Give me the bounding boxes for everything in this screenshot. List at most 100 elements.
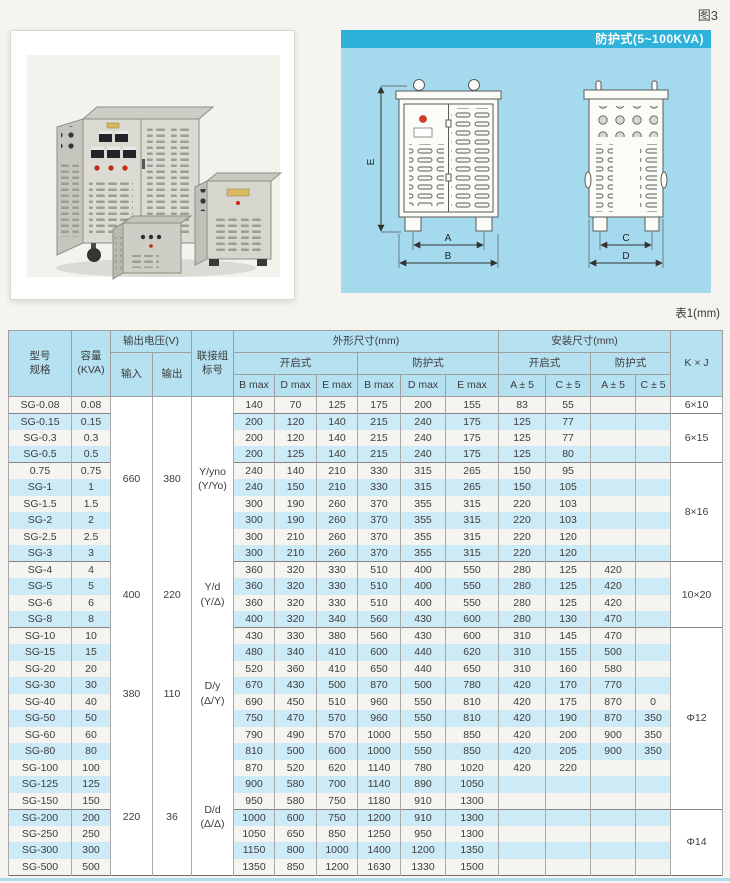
dimension-cell: 300 xyxy=(233,512,275,529)
table-row: SG-5 5 360 320 330 510 400 550 280 125 420 xyxy=(8,578,723,595)
dimension-cell: 210 xyxy=(316,462,358,479)
front-view-drawing: E A B xyxy=(366,79,502,268)
model-cell: 0.75 xyxy=(8,462,72,479)
dimension-cell: 420 xyxy=(498,710,547,727)
dimension-cell: 200 xyxy=(233,412,275,430)
dimension-cell: 620 xyxy=(444,644,500,661)
dimension-cell: 140 xyxy=(316,446,358,463)
header-open-type: 开启式 xyxy=(233,352,358,375)
capacity-cell: 0.3 xyxy=(71,429,111,446)
model-cell: SG-4 xyxy=(8,561,72,578)
capacity-cell: 0.75 xyxy=(71,462,111,479)
table-row: SG-20 20 520 360 410 650 440 650 310 160 580 xyxy=(8,660,723,677)
dimension-cell: 850 xyxy=(274,858,317,875)
dimension-cell: 240 xyxy=(400,429,446,446)
dimension-cell: 790 xyxy=(233,726,275,743)
dimension-cell: 470 xyxy=(590,627,637,644)
input-voltage-cell: 380 xyxy=(110,627,153,760)
dimension-cell: 550 xyxy=(400,726,446,743)
dimension-cell: 220 xyxy=(498,545,547,562)
dimension-cell: 1200 xyxy=(357,808,401,826)
dimension-cell: 280 xyxy=(498,561,547,578)
dimension-cell xyxy=(590,446,637,463)
dimension-cell: 600 xyxy=(444,627,500,644)
dimension-cell: 400 xyxy=(400,594,446,611)
dimension-cell: 125 xyxy=(545,578,592,595)
dimension-cell: 600 xyxy=(357,644,401,661)
dimension-cell: 1350 xyxy=(444,842,500,859)
dimension-cell: 890 xyxy=(400,776,446,793)
model-cell: SG-20 xyxy=(8,660,72,677)
dimension-cell: 130 xyxy=(545,611,592,628)
dimension-cell: 103 xyxy=(545,495,592,512)
dimension-cell xyxy=(635,808,672,826)
dimension-cell: 900 xyxy=(590,726,637,743)
dimension-cell xyxy=(635,512,672,529)
dimension-cell: 750 xyxy=(316,792,358,809)
dimension-cell: 770 xyxy=(590,677,637,694)
dimension-cell: 220 xyxy=(498,528,547,545)
header-output-voltage: 输出电压(V) xyxy=(110,330,192,353)
dimension-cell: 210 xyxy=(316,479,358,496)
header-open-type: 开启式 xyxy=(498,352,592,375)
model-cell: SG-80 xyxy=(8,743,72,760)
dimension-cell: 320 xyxy=(274,594,317,611)
dimension-cell xyxy=(590,462,637,479)
dim-label-c: C xyxy=(622,233,629,244)
table-row: SG-0.3 0.3 200 120 140 215 240 175 125 77 xyxy=(8,429,723,446)
dimension-cell xyxy=(635,759,672,776)
dimension-cell xyxy=(635,412,672,430)
dimension-cell xyxy=(635,660,672,677)
dimension-cell: 910 xyxy=(400,792,446,809)
dimension-cell xyxy=(635,578,672,595)
dimension-cell: 570 xyxy=(316,726,358,743)
capacity-cell: 40 xyxy=(71,693,111,710)
model-cell: SG-15 xyxy=(8,644,72,661)
connection-cell: D/d (Δ/Δ) xyxy=(191,759,234,875)
dimension-cell xyxy=(498,825,547,842)
dimension-cell xyxy=(590,825,637,842)
dim-label-e: E xyxy=(366,158,377,165)
dimension-cell: 430 xyxy=(233,627,275,644)
table-row: 0.75 0.75 240 140 210 330 315 265 150 95 8×16 xyxy=(8,462,724,562)
capacity-cell: 500 xyxy=(71,858,111,875)
dimension-cell: 620 xyxy=(316,759,358,776)
dimension-cell: 355 xyxy=(400,528,446,545)
header-d-max: D max xyxy=(274,374,317,397)
dimension-cell xyxy=(498,776,547,793)
dimension-cell: 1330 xyxy=(400,858,446,875)
dimension-cell: 420 xyxy=(498,677,547,694)
table-row: SG-80 80 810 500 600 1000 550 850 420 205 900 350 xyxy=(8,743,723,760)
header-connection: 联接组 标号 xyxy=(191,330,234,397)
dimension-cell: 1300 xyxy=(444,825,500,842)
kxj-cell: Φ12 xyxy=(670,627,724,809)
dimension-cell: 240 xyxy=(400,446,446,463)
dimension-cell: 300 xyxy=(233,528,275,545)
dimension-cell: 550 xyxy=(400,743,446,760)
dimension-cell: 900 xyxy=(590,743,637,760)
input-voltage-cell: 400 xyxy=(110,561,153,628)
dimension-cell: 1500 xyxy=(444,858,500,875)
dimension-cell: 370 xyxy=(357,495,401,512)
capacity-cell: 2.5 xyxy=(71,528,111,545)
dimension-cell xyxy=(545,776,592,793)
header-c-tol: C ± 5 xyxy=(635,374,672,397)
capacity-cell: 1 xyxy=(71,479,111,496)
table-row: SG-250 250 1050 650 850 1250 950 1300 xyxy=(8,825,723,842)
dimension-cell: 330 xyxy=(316,578,358,595)
header-outline-dims: 外形尺寸(mm) xyxy=(232,330,500,353)
model-cell: SG-0.15 xyxy=(8,412,72,430)
dimension-cell: 420 xyxy=(498,693,547,710)
dimension-cell: 155 xyxy=(545,644,592,661)
dimension-cell: 315 xyxy=(444,512,500,529)
dimension-cell xyxy=(635,677,672,694)
dimension-cell: 690 xyxy=(233,693,275,710)
dimension-cell: 320 xyxy=(274,611,317,628)
dimension-cell: 910 xyxy=(400,808,446,826)
model-cell: SG-300 xyxy=(8,842,72,859)
dimension-cell: 315 xyxy=(444,545,500,562)
dimension-cell: 77 xyxy=(545,412,592,430)
dimension-cell: 80 xyxy=(545,446,592,463)
dimension-cell: 1140 xyxy=(357,776,401,793)
dimension-cell: 205 xyxy=(545,743,592,760)
